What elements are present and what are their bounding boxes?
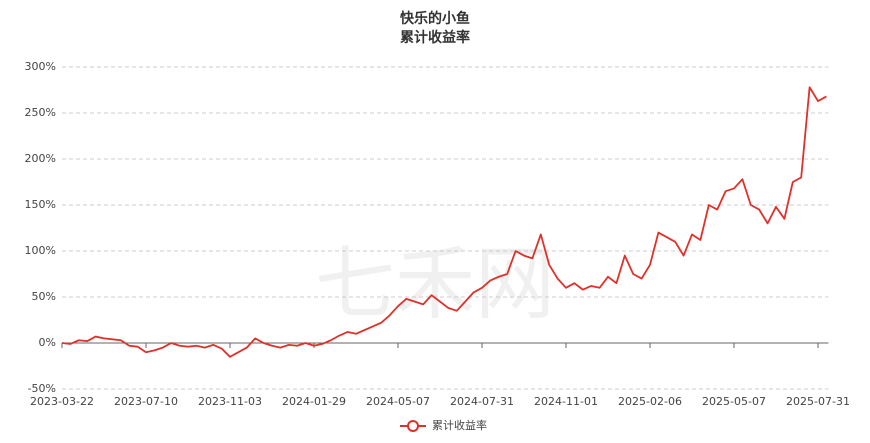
watermark: 七禾网 [315,238,555,331]
x-tick-label: 2025-05-07 [702,395,766,408]
y-tick-label: 50% [32,290,56,303]
x-tick-label: 2024-07-31 [450,395,514,408]
x-tick-label: 2023-03-22 [30,395,94,408]
line-series [61,86,827,358]
y-tick-label: 200% [25,152,56,165]
legend-label: 累计收益率 [432,418,487,432]
y-tick-label: -50% [28,382,56,395]
x-tick-label: 2025-02-06 [618,395,682,408]
y-tick-label: 150% [25,198,56,211]
y-tick-label: 100% [25,244,56,257]
x-tick-label: 2023-11-03 [198,395,262,408]
y-tick-label: 250% [25,106,56,119]
x-tick-label: 2023-07-10 [114,395,178,408]
x-tick-label: 2025-07-31 [786,395,850,408]
x-tick-label: 2024-01-29 [282,395,346,408]
x-tick-label: 2024-11-01 [534,395,598,408]
legend-marker [407,420,419,432]
y-tick-label: 0% [39,336,56,349]
chart-title: 快乐的小鱼 [400,10,470,27]
x-tick-label: 2024-05-07 [366,395,430,408]
y-tick-label: 300% [25,60,56,73]
chart-subtitle: 累计收益率 [400,29,470,46]
